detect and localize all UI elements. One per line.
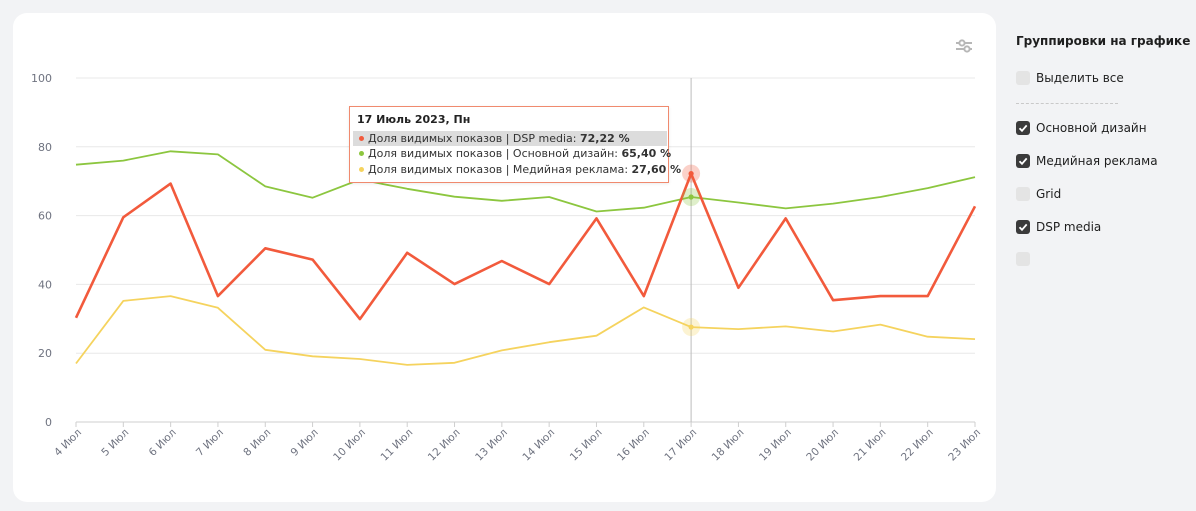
checkbox-label: Основной дизайн	[1036, 121, 1147, 135]
grouping-checkbox-media-ads[interactable]: Медийная реклама	[1016, 153, 1158, 169]
groupings-panel: Группировки на графике Выделить все Осно…	[1016, 0, 1196, 511]
highlight-point	[688, 194, 694, 200]
x-tick-label: 6 Июл	[147, 427, 179, 459]
check-icon	[1018, 157, 1028, 166]
y-tick-label: 0	[45, 416, 52, 429]
x-tick-label: 22 Июл	[899, 427, 936, 464]
series-dot	[359, 166, 364, 172]
x-tick-label: 10 Июл	[331, 427, 368, 464]
highlight-point	[688, 170, 694, 177]
line-chart: 0 20 40 60 80 100 4 Июл 5 Июл 6 Июл 7 Июл 8 Июл 9 И…	[31, 72, 983, 464]
y-tick-label: 100	[31, 72, 52, 85]
checkbox-box[interactable]	[1016, 187, 1030, 201]
checkbox-box[interactable]	[1016, 252, 1030, 266]
x-tick-label: 15 Июл	[568, 427, 605, 464]
checkbox-box[interactable]	[1016, 220, 1030, 234]
tooltip-row-label: Доля видимых показов | Основной дизайн:	[368, 147, 618, 160]
series-dot	[359, 151, 364, 156]
checkbox-box[interactable]	[1016, 154, 1030, 168]
check-icon	[1018, 223, 1028, 232]
tooltip-row-media-ads: Доля видимых показов | Медийная реклама:…	[357, 162, 681, 178]
x-tick-label: 9 Июл	[289, 427, 321, 459]
x-tick-label: 12 Июл	[426, 427, 463, 464]
x-tick-label: 8 Июл	[241, 427, 273, 459]
x-tick-label: 19 Июл	[757, 427, 794, 464]
y-tick-label: 80	[38, 141, 52, 154]
checkbox-label: Grid	[1036, 187, 1062, 201]
tooltip-row-value: 65,40 %	[621, 147, 672, 160]
y-tick-label: 60	[38, 210, 52, 223]
checkbox-label: DSP media	[1036, 220, 1102, 234]
x-tick-label: 20 Июл	[804, 427, 841, 464]
chart-tooltip: 17 Июль 2023, Пн Доля видимых показов | …	[349, 106, 681, 183]
y-tick-label: 20	[38, 347, 52, 360]
x-tick-label: 7 Июл	[194, 427, 226, 459]
grouping-checkbox-grid[interactable]: Grid	[1016, 186, 1061, 202]
tooltip-row-value: 27,60 %	[631, 162, 682, 176]
tooltip-row-value: 72,22 %	[579, 131, 630, 145]
check-icon	[1018, 124, 1028, 133]
select-all-checkbox[interactable]: Выделить все	[1016, 70, 1124, 86]
x-tick-label: 4 Июл	[52, 427, 84, 459]
grouping-checkbox-dsp-media[interactable]: DSP media	[1016, 219, 1101, 235]
tooltip-row-main-design: Доля видимых показов | Основной дизайн: …	[357, 146, 671, 162]
checkbox-label: Медийная реклама	[1036, 154, 1158, 168]
tooltip-row-dsp-media: Доля видимых показов | DSP media: 72,22 …	[353, 130, 667, 146]
panel-title: Группировки на графике	[1016, 34, 1191, 48]
x-tick-label: 18 Июл	[710, 427, 747, 464]
x-tick-label: 17 Июл	[662, 427, 699, 464]
x-tick-label: 14 Июл	[520, 427, 557, 464]
x-tick-label: 13 Июл	[473, 427, 510, 464]
divider	[1016, 103, 1118, 104]
tooltip-row-label: Доля видимых показов | DSP media:	[368, 131, 577, 145]
series-dot	[359, 135, 364, 141]
tooltip-row-label: Доля видимых показов | Медийная реклама:	[368, 162, 629, 176]
x-tick-label: 23 Июл	[946, 427, 983, 464]
series-line	[75, 295, 976, 366]
series-line	[75, 150, 976, 213]
chart-settings-button[interactable]	[953, 35, 975, 57]
tooltip-title: 17 Июль 2023, Пн	[357, 113, 471, 126]
highlight-point	[688, 324, 694, 330]
grouping-checkbox-unnamed[interactable]	[1016, 251, 1036, 267]
x-tick-label: 5 Июл	[99, 427, 131, 459]
x-tick-label: 21 Июл	[852, 427, 889, 464]
y-tick-label: 40	[38, 278, 52, 291]
checkbox-label: Выделить все	[1036, 71, 1124, 85]
checkbox-box[interactable]	[1016, 71, 1030, 85]
series-line	[74, 172, 977, 321]
grouping-checkbox-main-design[interactable]: Основной дизайн	[1016, 120, 1147, 136]
checkbox-box[interactable]	[1016, 121, 1030, 135]
x-tick-label: 16 Июл	[615, 427, 652, 464]
x-tick-label: 11 Июл	[378, 427, 415, 464]
sliders-icon	[956, 39, 972, 53]
chart-card: 0 20 40 60 80 100 4 Июл 5 Июл 6 Июл 7 Июл 8 Июл 9 И…	[13, 13, 996, 502]
